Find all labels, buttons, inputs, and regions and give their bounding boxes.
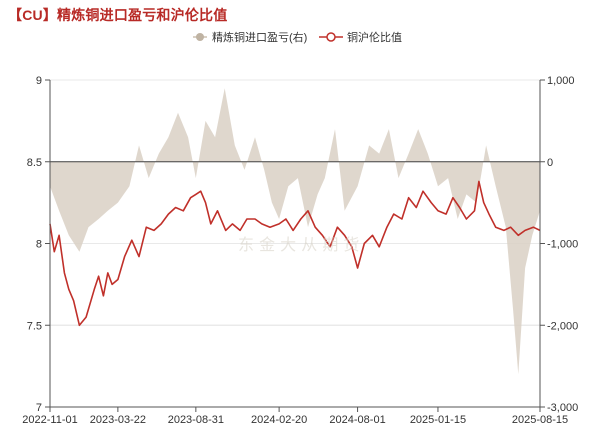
y-right-tick-label-3: 0 — [547, 157, 553, 169]
y-right-tick-label-2: -1,000 — [547, 239, 578, 251]
series-area-import-profit — [50, 88, 540, 375]
x-tick-label-1: 2023-03-22 — [90, 414, 146, 426]
y-right-tick-label-1: -2,000 — [547, 320, 578, 332]
y-right-tick-label-4: 1,000 — [547, 75, 575, 87]
y-right-tick-label-0: -3,000 — [547, 402, 578, 414]
x-tick-label-3: 2024-02-20 — [251, 414, 307, 426]
watermark: 东 金 大 从 期 货 — [238, 235, 359, 254]
legend-marker-line — [326, 32, 336, 42]
series-line-cu-ratio — [49, 180, 541, 327]
x-tick-label-4: 2024-08-01 — [329, 414, 385, 426]
x-tick-label-6: 2025-08-15 — [512, 414, 568, 426]
y-left-tick-label-1: 7.5 — [27, 320, 42, 332]
x-tick-label-2: 2023-08-31 — [168, 414, 224, 426]
chart-title: 【CU】精炼铜进口盈亏和沪伦比值 — [8, 7, 228, 23]
y-left-tick-label-4: 9 — [36, 75, 42, 87]
x-tick-label-5: 2025-01-15 — [410, 414, 466, 426]
legend[interactable]: 精炼铜进口盈亏(右) 铜沪伦比值 — [193, 30, 402, 44]
area-layer — [50, 88, 540, 375]
y-left-tick-label-3: 8.5 — [27, 157, 42, 169]
x-tick-label-0: 2022-11-01 — [22, 414, 77, 426]
legend-label-line: 铜沪伦比值 — [347, 30, 402, 44]
axis-layer: 7 7.5 8 8.5 9 -3,000 -2,000 -1,000 0 1,000 2022-11… — [22, 75, 578, 426]
y-left-tick-label-2: 8 — [36, 239, 42, 251]
legend-label-area: 精炼铜进口盈亏(右) — [212, 30, 307, 44]
y-left-tick-label-0: 7 — [36, 402, 42, 414]
legend-marker-area — [196, 33, 204, 41]
line-layer — [49, 180, 541, 327]
